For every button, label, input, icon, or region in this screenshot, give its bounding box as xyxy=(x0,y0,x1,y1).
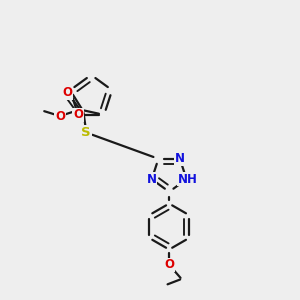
Text: N: N xyxy=(147,173,157,186)
Text: O: O xyxy=(164,258,174,271)
Text: S: S xyxy=(82,126,91,139)
Text: N: N xyxy=(175,152,185,165)
Text: O: O xyxy=(73,108,83,122)
Text: NH: NH xyxy=(178,173,198,186)
Text: O: O xyxy=(55,110,65,122)
Text: O: O xyxy=(63,86,73,99)
